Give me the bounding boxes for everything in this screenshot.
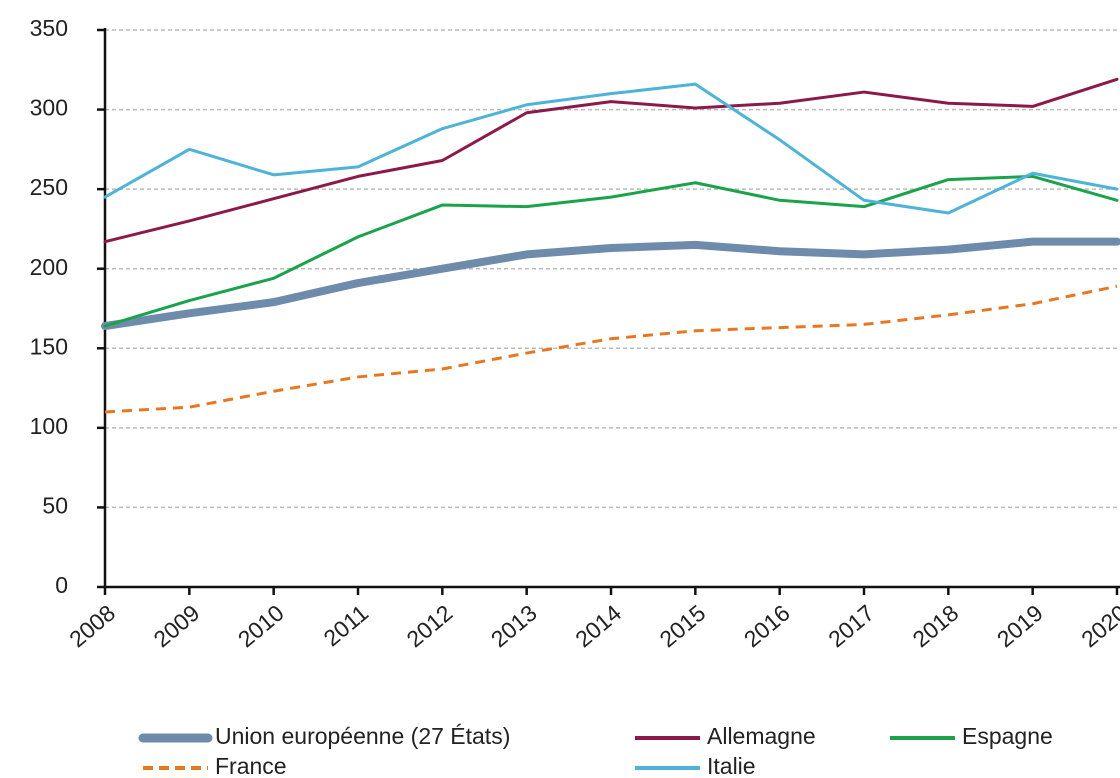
x-tick-label: 2014 — [570, 599, 626, 652]
legend-label: Espagne — [962, 723, 1053, 749]
x-tick-label: 2017 — [823, 600, 879, 653]
x-tick-label: 2010 — [233, 600, 289, 653]
y-tick-label: 300 — [30, 95, 68, 121]
x-tick-label: 2016 — [739, 600, 795, 653]
y-tick-label: 0 — [55, 572, 68, 598]
y-tick-label: 150 — [30, 333, 68, 359]
x-tick-label: 2012 — [402, 600, 458, 653]
legend-label: France — [215, 753, 287, 778]
x-tick-label: 2008 — [64, 600, 120, 653]
legend-label: Italie — [707, 753, 756, 778]
y-tick-label: 350 — [30, 15, 68, 41]
x-tick-label: 2013 — [486, 600, 542, 653]
series-line — [103, 174, 1119, 328]
x-tick-label: 2015 — [655, 600, 711, 653]
x-tick-label: 2019 — [992, 600, 1048, 653]
y-tick-label: 250 — [30, 174, 68, 200]
series-line — [103, 77, 1119, 244]
series-line — [103, 82, 1119, 215]
x-tick-label: 2020 — [1076, 600, 1120, 653]
x-tick-label: 2018 — [908, 600, 964, 653]
series-line — [101, 237, 1120, 331]
y-tick-label: 100 — [30, 413, 68, 439]
x-tick-label: 2011 — [319, 600, 374, 652]
y-tick-label: 50 — [42, 493, 68, 519]
x-tick-label: 2009 — [149, 600, 205, 653]
y-tick-label: 200 — [30, 254, 68, 280]
series-line — [104, 284, 1118, 414]
legend-label: Union européenne (27 États) — [215, 723, 510, 749]
legend-label: Allemagne — [707, 723, 816, 749]
